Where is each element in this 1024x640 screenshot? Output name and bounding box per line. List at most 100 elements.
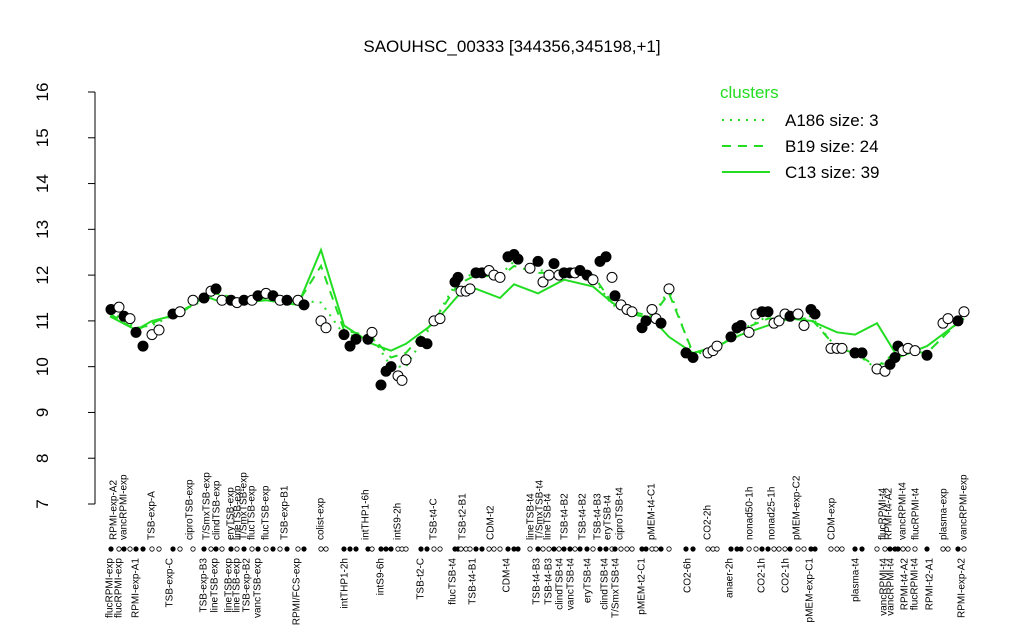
rug-point [852, 546, 858, 552]
rug-point [776, 546, 782, 552]
rug-point [556, 546, 562, 552]
rug-point [527, 546, 533, 552]
point [735, 319, 747, 331]
condition-label: colist-exp [316, 497, 327, 540]
condition-label: flucRPMI-t4 [878, 487, 889, 540]
point [400, 354, 412, 366]
point [762, 306, 774, 318]
condition-label: vancRPMI-exp [119, 474, 130, 540]
rug-point [295, 546, 301, 552]
condition-label: lineTSB-exp [210, 558, 221, 613]
rug-point [479, 546, 485, 552]
rug-point [270, 546, 276, 552]
condition-label: CO2-1h [781, 558, 792, 593]
condition-label: TSB-exp-B1 [280, 485, 291, 540]
rug-point [437, 546, 443, 552]
condition-label: vancRPMI-exp [959, 474, 970, 540]
rug-point [912, 546, 918, 552]
condition-label: lineTSB-exp [233, 485, 244, 540]
point [606, 271, 618, 283]
point [198, 292, 210, 304]
point [281, 294, 293, 306]
condition-label: eryTSB-t4 [603, 495, 614, 540]
y-tick-label: 7 [33, 499, 52, 508]
rug-point [859, 546, 865, 552]
point [587, 274, 599, 286]
condition-label: RPMI/FCS-exp [292, 558, 303, 626]
rug-point [219, 546, 225, 552]
point [743, 326, 755, 338]
rug-point [782, 546, 788, 552]
rug-point [369, 546, 375, 552]
condition-label: TSB-t2-C [416, 558, 427, 600]
condition-label: T/SmxTSB-exp [202, 472, 213, 540]
condition-label: intTHP1-2h [340, 558, 351, 609]
rug-point [277, 546, 283, 552]
condition-label: TSB-t4-B3 [593, 493, 604, 540]
rug-point [658, 546, 664, 552]
condition-label: lineTSB-t4 [526, 493, 537, 540]
condition-label: TSB-t4-B2 [560, 493, 571, 540]
legend-label: C13 size: 39 [785, 163, 880, 182]
rug-point [424, 546, 430, 552]
rug-point [241, 546, 247, 552]
condition-label: plasma-exp [939, 488, 950, 540]
point [909, 345, 921, 357]
chart-title: SAOUHSC_00333 [344356,345198,+1] [363, 37, 660, 56]
rug-point [353, 546, 359, 552]
rug-point [924, 546, 930, 552]
condition-label: CDM-t4 [502, 558, 513, 593]
rug-point [618, 546, 624, 552]
rug-point [643, 546, 649, 552]
point [609, 290, 621, 302]
point [512, 253, 524, 265]
rug-point [801, 546, 807, 552]
point [113, 301, 125, 313]
rug-point [284, 546, 290, 552]
condition-label: TSB-exp-B3 [199, 558, 210, 613]
condition-label: flucRPMI-exp [114, 558, 125, 618]
condition-label: RPMI-t4-A2 [900, 558, 911, 611]
condition-label: vancRPMI-t4 [898, 482, 909, 540]
rug-point [208, 546, 214, 552]
condition-label: anaer-2h [725, 558, 736, 598]
rug-point [535, 546, 541, 552]
point [338, 329, 350, 341]
rug-point [301, 546, 307, 552]
point [375, 379, 387, 391]
y-tick-label: 11 [33, 312, 52, 330]
condition-label: RPMI-t4-A2 [884, 487, 895, 540]
rug-point [121, 546, 127, 552]
rug-point [590, 546, 596, 552]
rug-point [473, 546, 479, 552]
rug-point [540, 546, 546, 552]
point [640, 315, 652, 327]
rug-point [515, 546, 521, 552]
rug-point [116, 546, 122, 552]
rug-point [795, 546, 801, 552]
condition-label: T/SmxTSB-t4 [535, 480, 546, 540]
rug-point [577, 546, 583, 552]
rug-point [955, 546, 961, 552]
rug-point [584, 546, 590, 552]
condition-label: TSB-exp-A [147, 491, 158, 540]
rug-point [201, 546, 207, 552]
condition-label: nonad25-1h [767, 487, 778, 540]
y-tick-label: 10 [33, 357, 52, 376]
rug-point [728, 546, 734, 552]
point [626, 306, 638, 318]
rug-point [108, 546, 114, 552]
rug-point [190, 546, 196, 552]
rug-point [882, 546, 888, 552]
condition-label: T/SmxTSB-t4 [611, 558, 622, 618]
rug-point [887, 546, 893, 552]
condition-label: CDM-t2 [486, 505, 497, 540]
condition-label: flucTSB-t4 [448, 558, 459, 605]
rug-point [431, 546, 437, 552]
rug-point [255, 546, 261, 552]
rug-point [787, 546, 793, 552]
point [856, 347, 868, 359]
rug-point [900, 546, 906, 552]
point [366, 326, 378, 338]
point [958, 306, 970, 318]
